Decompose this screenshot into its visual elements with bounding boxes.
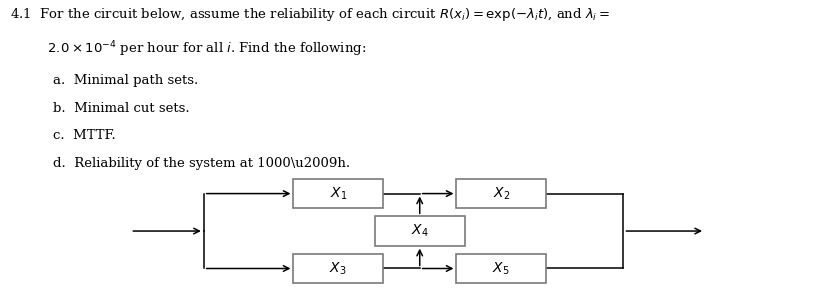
FancyBboxPatch shape [293, 179, 383, 208]
Text: $X_5$: $X_5$ [492, 260, 510, 277]
Text: $2.0 \times 10^{-4}$ per hour for all $i$. Find the following:: $2.0 \times 10^{-4}$ per hour for all $i… [39, 40, 366, 59]
Text: a.  Minimal path sets.: a. Minimal path sets. [53, 74, 198, 88]
FancyBboxPatch shape [456, 179, 546, 208]
Text: 4.1  For the circuit below, assume the reliability of each circuit $R(x_i) = \ex: 4.1 For the circuit below, assume the re… [10, 6, 610, 23]
FancyBboxPatch shape [293, 254, 383, 283]
Text: $X_2$: $X_2$ [492, 185, 510, 202]
Text: c.  MTTF.: c. MTTF. [53, 129, 116, 142]
Text: $X_3$: $X_3$ [329, 260, 347, 277]
FancyBboxPatch shape [456, 254, 546, 283]
Text: d.  Reliability of the system at 1000\u2009h.: d. Reliability of the system at 1000\u20… [53, 157, 350, 170]
Text: b.  Minimal cut sets.: b. Minimal cut sets. [53, 102, 190, 115]
FancyBboxPatch shape [375, 216, 465, 246]
Text: $X_4$: $X_4$ [411, 223, 429, 239]
Text: $X_1$: $X_1$ [329, 185, 347, 202]
